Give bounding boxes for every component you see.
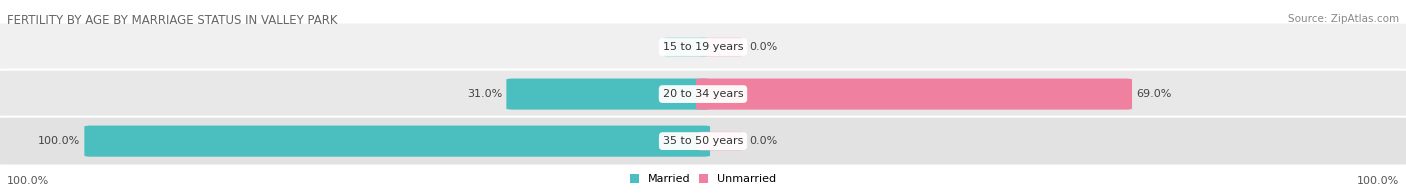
- FancyBboxPatch shape: [84, 126, 710, 157]
- FancyBboxPatch shape: [506, 79, 710, 110]
- Text: 31.0%: 31.0%: [467, 89, 502, 99]
- Text: 100.0%: 100.0%: [1357, 176, 1399, 186]
- Text: FERTILITY BY AGE BY MARRIAGE STATUS IN VALLEY PARK: FERTILITY BY AGE BY MARRIAGE STATUS IN V…: [7, 14, 337, 27]
- Text: 20 to 34 years: 20 to 34 years: [662, 89, 744, 99]
- FancyBboxPatch shape: [0, 117, 1406, 166]
- Text: 35 to 50 years: 35 to 50 years: [662, 136, 744, 146]
- Text: Source: ZipAtlas.com: Source: ZipAtlas.com: [1288, 14, 1399, 24]
- Text: 100.0%: 100.0%: [7, 176, 49, 186]
- Text: 15 to 19 years: 15 to 19 years: [662, 42, 744, 52]
- Text: 69.0%: 69.0%: [1136, 89, 1171, 99]
- FancyBboxPatch shape: [699, 132, 742, 151]
- FancyBboxPatch shape: [664, 38, 707, 56]
- FancyBboxPatch shape: [699, 38, 742, 56]
- FancyBboxPatch shape: [696, 79, 1132, 110]
- Legend: Married, Unmarried: Married, Unmarried: [626, 169, 780, 189]
- Text: 0.0%: 0.0%: [664, 42, 692, 52]
- FancyBboxPatch shape: [0, 23, 1406, 72]
- Text: 100.0%: 100.0%: [38, 136, 80, 146]
- Text: 0.0%: 0.0%: [749, 42, 778, 52]
- FancyBboxPatch shape: [0, 70, 1406, 119]
- Text: 0.0%: 0.0%: [749, 136, 778, 146]
